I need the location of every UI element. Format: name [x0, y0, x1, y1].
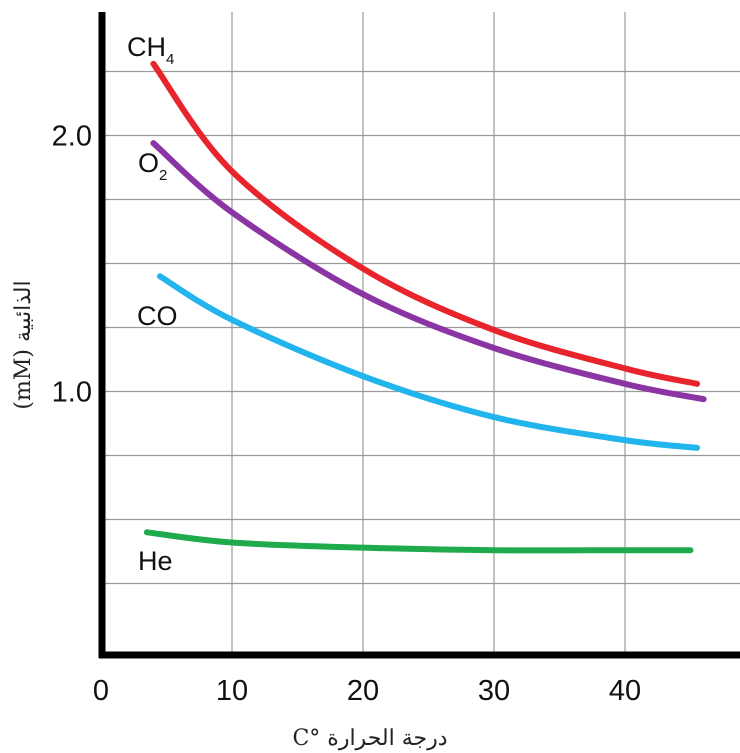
series-label-subscript: 4 [166, 51, 174, 68]
series-label-co: CO [137, 301, 178, 331]
series-line-ch4 [150, 60, 701, 387]
x-tick-label: 0 [93, 675, 109, 707]
axes [98, 12, 740, 659]
series-line-o2 [150, 140, 707, 403]
x-tick-label: 40 [609, 675, 641, 707]
y-axis-title: الذائبية (mM) [11, 280, 36, 409]
grid [102, 12, 740, 655]
x-tick-label: 20 [347, 675, 379, 707]
series-line-co [156, 273, 701, 451]
y-tick-label: 2.0 [52, 121, 92, 153]
series-label-he: He [138, 546, 173, 576]
x-tick-label: 30 [478, 675, 510, 707]
series-layer [143, 60, 707, 554]
x-axis-title: درجة الحرارة °C [292, 726, 447, 751]
series-line-he [143, 529, 694, 554]
y-tick-label: 1.0 [52, 377, 92, 409]
tick-labels: 0 10 20 30 40 1.0 2.0 [52, 121, 641, 708]
x-tick-label: 10 [216, 675, 248, 707]
series-label-subscript: 2 [159, 167, 167, 184]
